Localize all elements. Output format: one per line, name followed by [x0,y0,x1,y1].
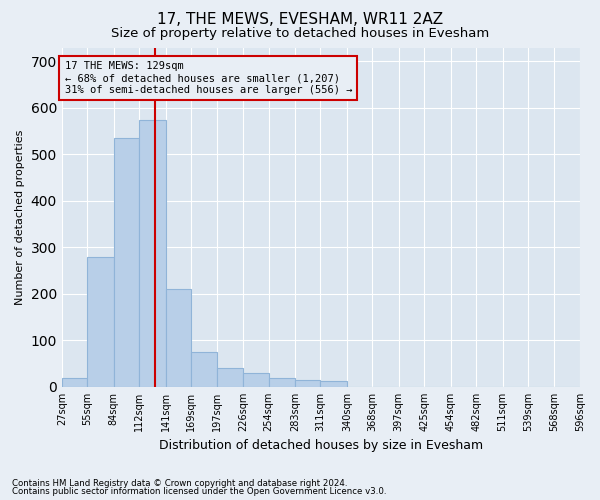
X-axis label: Distribution of detached houses by size in Evesham: Distribution of detached houses by size … [159,440,483,452]
Text: Contains public sector information licensed under the Open Government Licence v3: Contains public sector information licen… [12,487,386,496]
Text: Contains HM Land Registry data © Crown copyright and database right 2024.: Contains HM Land Registry data © Crown c… [12,478,347,488]
Bar [166,290,191,387]
Bar [217,368,243,387]
Bar [87,256,114,387]
Bar [114,138,139,387]
Bar [243,373,269,387]
Text: Size of property relative to detached houses in Evesham: Size of property relative to detached ho… [111,28,489,40]
Text: 17, THE MEWS, EVESHAM, WR11 2AZ: 17, THE MEWS, EVESHAM, WR11 2AZ [157,12,443,28]
Bar [191,352,217,387]
Bar [62,378,87,387]
Bar [295,380,320,387]
Bar [320,381,347,387]
Text: 17 THE MEWS: 129sqm
← 68% of detached houses are smaller (1,207)
31% of semi-det: 17 THE MEWS: 129sqm ← 68% of detached ho… [65,62,352,94]
Bar [269,378,295,387]
Bar [139,120,166,387]
Y-axis label: Number of detached properties: Number of detached properties [15,130,25,305]
